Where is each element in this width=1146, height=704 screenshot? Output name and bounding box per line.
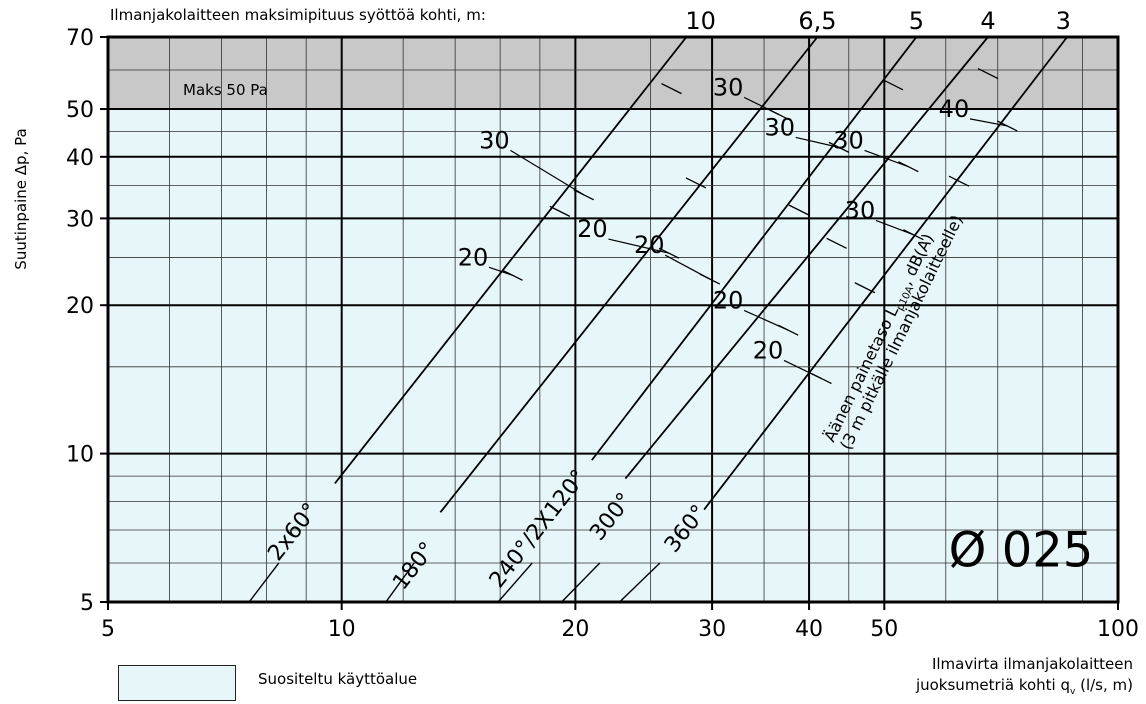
db-label: 30: [765, 113, 796, 141]
db-leader: [875, 219, 914, 236]
db-leader: [608, 238, 670, 254]
db-tick: [788, 204, 810, 216]
grid: [100, 35, 1120, 610]
db-tick: [882, 79, 904, 91]
legend-swatch: [118, 665, 236, 701]
db-leader: [510, 149, 585, 196]
series-line-extension: [497, 562, 533, 603]
series-line: [703, 36, 1068, 511]
x-tick-label: 20: [561, 617, 589, 642]
db-tick: [948, 175, 970, 187]
x-tick-label: 40: [795, 617, 823, 642]
y-tick-label: 70: [66, 26, 94, 51]
y-tick-label: 40: [66, 146, 94, 171]
db-label: 30: [845, 196, 876, 224]
y-tick-label: 50: [66, 98, 94, 123]
db-label: 30: [713, 73, 744, 101]
length-label: 10: [685, 7, 716, 35]
series-line-extension: [561, 562, 601, 603]
db-leader: [783, 359, 822, 380]
y-tick-label: 10: [66, 443, 94, 468]
series-line: [591, 36, 918, 461]
x-axis-label-main: juoksumetriä kohti q: [915, 676, 1071, 694]
x-tick-label: 100: [1097, 617, 1139, 642]
db-label: 30: [833, 126, 864, 154]
db-label: 20: [458, 243, 489, 271]
length-label: 3: [1056, 7, 1071, 35]
x-axis-label: Ilmavirta ilmanjakolaitteen juoksumetriä…: [916, 654, 1133, 703]
x-axis-label-sub: v: [1070, 687, 1076, 697]
tick-labels: 5 10 20 30 40 50 100 5 10 20 30 40 50 70: [66, 26, 1139, 642]
max-zone-label: Maks 50 Pa: [183, 81, 268, 99]
db-label: 20: [753, 336, 784, 364]
y-axis-label: Suutinpaine Δp, Pa: [12, 128, 30, 270]
db-leader: [664, 254, 711, 280]
x-tick-label: 30: [698, 617, 726, 642]
length-label: 6,5: [798, 7, 836, 35]
diameter-label: Ø 025: [949, 523, 1094, 579]
length-label: 4: [980, 7, 995, 35]
db-tick: [685, 177, 707, 189]
plot-frame: [106, 35, 1120, 604]
db-tick: [549, 205, 571, 217]
db-label: 30: [479, 126, 510, 154]
y-tick-label: 5: [80, 591, 94, 616]
db-label: 40: [939, 95, 970, 123]
db-tick: [977, 68, 999, 80]
db-tick: [854, 282, 876, 294]
series-line-extension: [619, 562, 661, 603]
series-line-extension: [248, 562, 280, 603]
x-axis-label-line1: Ilmavirta ilmanjakolaitteen: [931, 655, 1133, 673]
y-tick-label: 20: [66, 294, 94, 319]
db-leader: [743, 309, 789, 331]
db-leader: [743, 96, 780, 116]
x-tick-label: 10: [328, 617, 356, 642]
x-tick-label: 50: [870, 617, 898, 642]
series-line: [624, 36, 989, 480]
series-line: [334, 36, 688, 484]
db-leader: [864, 149, 909, 168]
legend-label: Suositeltu käyttöalue: [258, 670, 418, 688]
db-tick: [658, 247, 680, 259]
x-tick-label: 5: [101, 617, 115, 642]
db-label: 20: [634, 231, 665, 259]
db-label: 20: [577, 215, 608, 243]
series-lines: [248, 36, 1068, 603]
length-label: 5: [909, 7, 924, 35]
series-line: [439, 36, 819, 513]
db-tick: [826, 237, 847, 249]
top-caption: Ilmanjakolaitteen maksimipituus syöttöä …: [110, 6, 486, 24]
series-line-extension: [385, 562, 415, 603]
x-axis-label-unit: (l/s, m): [1075, 676, 1133, 694]
sound-level-markers: [488, 68, 1018, 385]
db-tick: [661, 83, 682, 95]
db-leader: [488, 266, 513, 276]
db-leader: [795, 136, 840, 148]
db-label: 20: [713, 286, 744, 314]
x-axis-label-line2: juoksumetriä kohti qv (l/s, m): [916, 675, 1133, 703]
db-leader: [969, 118, 1008, 127]
y-tick-label: 30: [66, 207, 94, 232]
max-pressure-zone: [108, 37, 1118, 110]
